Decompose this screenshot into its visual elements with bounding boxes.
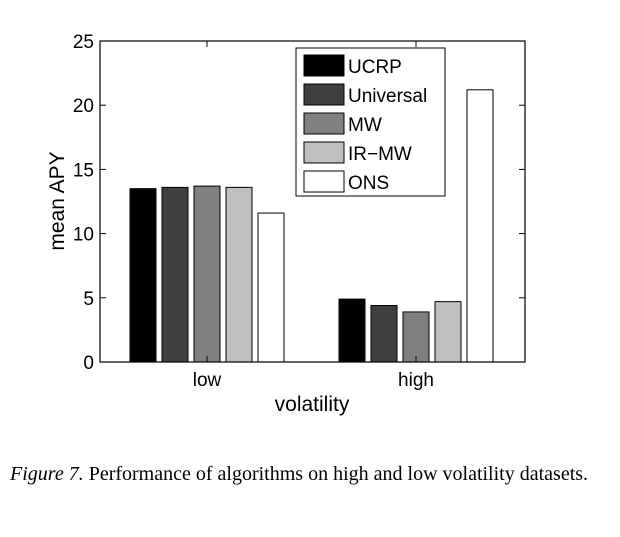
legend-swatch <box>303 54 345 77</box>
bar-high-ucrp <box>338 298 366 363</box>
y-tick-label: 25 <box>73 32 94 53</box>
x-axis-label: volatility <box>275 393 350 416</box>
figure-caption-text: Performance of algorithms on high and lo… <box>88 463 589 485</box>
y-axis-ticks: 0 5 10 15 20 25 <box>73 32 525 374</box>
x-tick-label: high <box>398 370 434 391</box>
y-tick-label: 10 <box>73 225 94 246</box>
bar-high-ons <box>466 89 494 363</box>
figure-caption: Figure 7. Performance of algorithms on h… <box>10 460 600 488</box>
bar-low-universal <box>161 186 189 363</box>
bar-high-universal <box>370 305 398 363</box>
bar-low-ir-mw <box>225 186 253 363</box>
bar-high-mw <box>402 311 430 363</box>
bars-group <box>129 89 494 363</box>
x-tick-label: low <box>193 370 222 391</box>
bar-high-ir-mw <box>434 301 462 363</box>
bar-low-ucrp <box>129 188 157 363</box>
legend: UCRP Universal MW IR−MW ONS <box>295 47 446 197</box>
plot-frame <box>99 40 526 363</box>
bar-chart: 0 5 10 15 20 25 low high mean APY volatility U… <box>46 32 526 416</box>
figure-caption-label: Figure 7. <box>10 463 84 485</box>
x-axis-ticks: low high <box>193 41 434 391</box>
legend-swatch <box>303 170 345 193</box>
legend-label: IR−MW <box>348 144 412 165</box>
legend-label: UCRP <box>348 57 402 78</box>
y-tick-label: 5 <box>83 289 94 310</box>
y-tick-label: 0 <box>83 353 94 374</box>
legend-label: ONS <box>348 173 389 194</box>
legend-label: MW <box>348 115 382 136</box>
y-tick-label: 20 <box>73 96 94 117</box>
y-tick-label: 15 <box>73 160 94 181</box>
legend-swatch <box>303 83 345 106</box>
legend-swatch <box>303 141 345 164</box>
legend-label: Universal <box>348 86 427 107</box>
legend-swatch <box>303 112 345 135</box>
bar-low-ons <box>257 212 285 363</box>
bar-low-mw <box>193 185 221 363</box>
y-axis-label: mean APY <box>46 151 69 250</box>
